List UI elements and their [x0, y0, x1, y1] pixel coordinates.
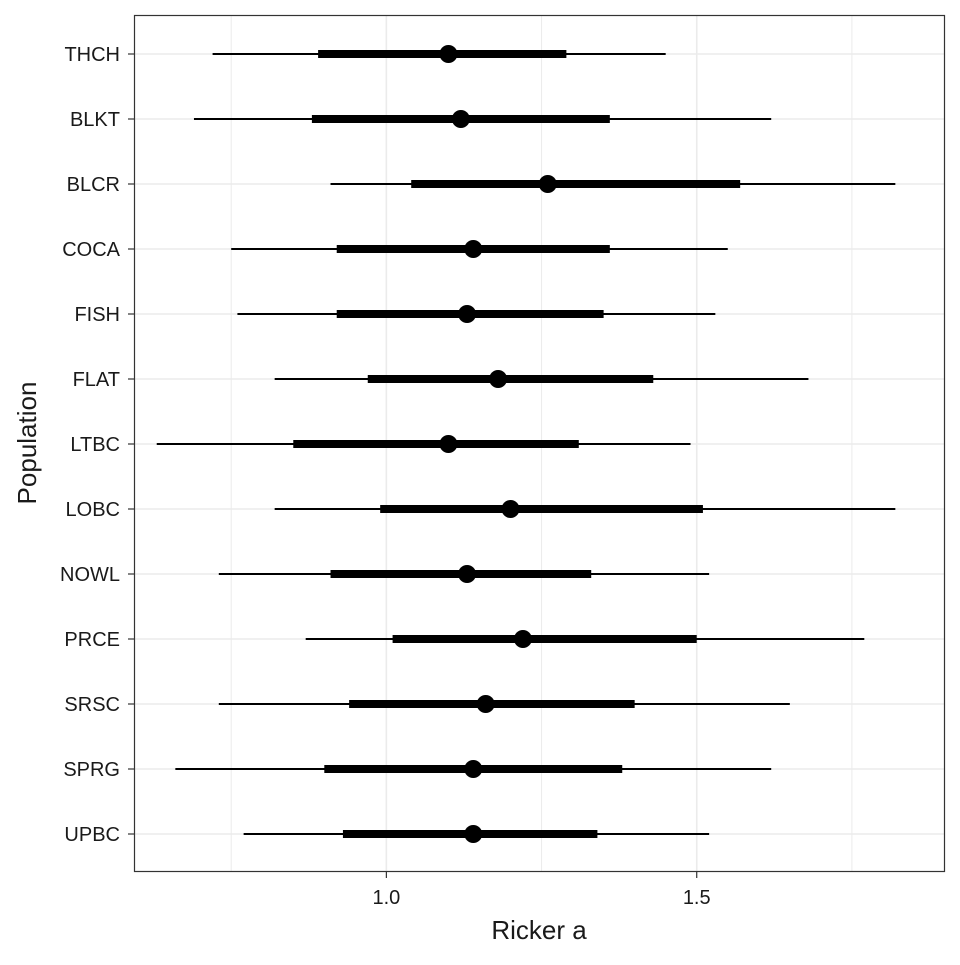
median-point-lobc — [501, 500, 520, 518]
median-point-fish — [458, 305, 477, 323]
median-point-upbc — [464, 825, 483, 843]
median-point-coca — [464, 240, 483, 258]
y-tick-label: SPRG — [63, 759, 120, 781]
median-point-nowl — [458, 565, 477, 583]
x-tick-label: 1.0 — [372, 887, 400, 909]
median-point-prce — [513, 630, 532, 648]
mark-layer — [156, 45, 896, 843]
y-tick-label: PRCE — [64, 629, 120, 651]
median-point-thch — [439, 45, 458, 63]
y-tick-label: THCH — [64, 44, 120, 66]
y-axis-title: Population — [12, 382, 42, 505]
y-tick-label: SRSC — [64, 694, 120, 716]
y-tick-label: COCA — [62, 239, 120, 261]
x-tick-label: 1.5 — [683, 887, 711, 909]
x-axis-title: Ricker a — [491, 915, 587, 945]
y-tick-label: LOBC — [66, 499, 120, 521]
y-tick-label: NOWL — [60, 564, 120, 586]
median-point-sprg — [464, 760, 483, 778]
y-tick-label: BLKT — [70, 109, 120, 131]
y-tick-label: LTBC — [70, 434, 120, 456]
median-point-blcr — [538, 175, 557, 193]
axis-layer: THCH BLKT BLCR COCA FISH FLAT LTBC LOBC NOWL PRCE… — [60, 44, 711, 909]
y-tick-label: FISH — [74, 304, 120, 326]
median-point-flat — [489, 370, 508, 388]
median-point-srsc — [476, 695, 495, 713]
y-tick-label: BLCR — [67, 174, 120, 196]
median-point-blkt — [451, 110, 470, 128]
median-point-ltbc — [439, 435, 458, 453]
y-tick-label: UPBC — [64, 824, 120, 846]
y-tick-label: FLAT — [73, 369, 120, 391]
